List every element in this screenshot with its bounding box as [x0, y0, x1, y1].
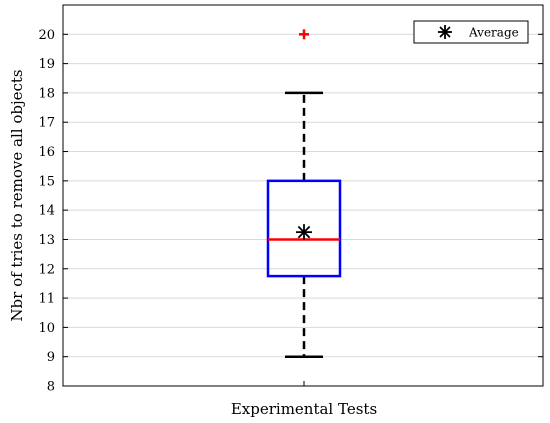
legend-box — [413, 20, 529, 44]
y-tick-label: 13 — [38, 233, 55, 248]
plot-area-frame — [62, 4, 544, 387]
y-axis-ticks: 8 9 10 11 12 13 14 15 16 17 18 19 20 — [38, 28, 543, 395]
y-tick-label: 10 — [38, 321, 55, 336]
y-tick-label: 11 — [38, 292, 55, 307]
legend: Average — [413, 20, 529, 44]
mean-marker — [296, 224, 312, 241]
interquartile-box — [266, 179, 342, 278]
legend-label-average: Average — [468, 26, 519, 40]
y-tick-label: 14 — [38, 204, 55, 219]
y-tick-label: 12 — [38, 262, 55, 277]
legend-star — [438, 25, 452, 39]
outlier-point — [299, 29, 309, 40]
y-tick-label: 19 — [38, 57, 55, 72]
y-tick-label: 9 — [47, 350, 55, 365]
legend-average-marker-icon — [438, 25, 452, 39]
box-plot-series — [266, 29, 342, 358]
y-tick-label: 17 — [38, 116, 55, 131]
y-tick-label: 16 — [38, 145, 55, 160]
x-axis-label: Experimental Tests — [231, 400, 377, 418]
y-tick-label: 20 — [38, 28, 55, 43]
y-tick-label: 8 — [47, 380, 55, 395]
y-tick-label: 18 — [38, 86, 55, 101]
y-axis-label: Nbr of tries to remove all objects — [8, 69, 26, 321]
y-tick-label: 15 — [38, 174, 55, 189]
